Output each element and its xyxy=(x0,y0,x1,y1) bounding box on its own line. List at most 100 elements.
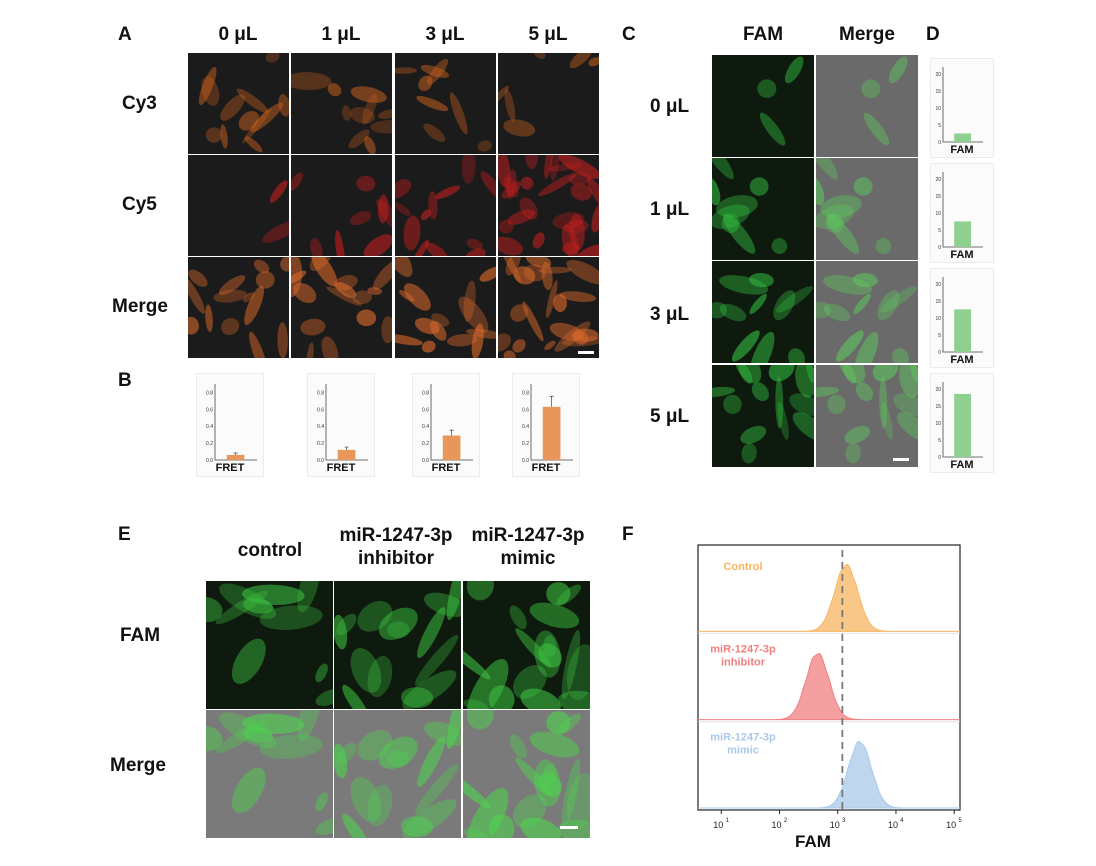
micrograph-a-r1-c3 xyxy=(498,155,599,256)
column-label-5ul: 5 μL xyxy=(528,24,568,45)
column-label-control: control xyxy=(206,539,334,562)
fret-ytick-3-3: 0.6 xyxy=(522,407,529,413)
column-label-merge: Merge xyxy=(839,24,895,45)
row-label-c-5ul: 5 μL xyxy=(650,406,690,427)
column-label-fam: FAM xyxy=(742,24,784,45)
panel-label-d: D xyxy=(926,24,940,45)
panel-label-f: F xyxy=(622,524,634,545)
row-label-cy3: Cy3 xyxy=(122,93,157,114)
fam-ytick-0-1: 5 xyxy=(938,123,941,129)
x-axis-label: FAM xyxy=(795,832,831,850)
fam-chart-0: 0 5 10 15 20 FAM xyxy=(930,58,994,158)
micrograph-c-fam-r1 xyxy=(712,158,814,260)
fret-ytick-3-1: 0.2 xyxy=(522,441,529,447)
fret-bar-3 xyxy=(542,406,561,460)
fam-ytick-1-1: 5 xyxy=(938,228,941,234)
fret-ytick-3-4: 0.8 xyxy=(522,390,529,396)
x-tick-exponent-0: 1 xyxy=(726,818,730,824)
fret-bar-1 xyxy=(337,449,356,460)
micrograph-a-r1-c1 xyxy=(291,155,392,256)
fret-category-label-1: FRET xyxy=(326,462,356,474)
row-label-e-fam: FAM xyxy=(120,625,161,646)
panel-label-e: E xyxy=(118,524,131,545)
fam-category-label-0: FAM xyxy=(950,144,974,156)
column-label-3ul: 3 μL xyxy=(425,24,465,45)
micrograph-c-merge-r0 xyxy=(816,55,918,157)
micrograph-a-r0-c3 xyxy=(498,53,599,154)
fret-axes-1 xyxy=(325,384,368,461)
column-label-mimic-line-1: miR-1247-3p xyxy=(471,525,585,546)
panel-label-b: B xyxy=(118,370,132,391)
panel-label-a: A xyxy=(118,24,132,45)
fam-ytick-1-3: 15 xyxy=(935,194,941,200)
fret-ytick-1-1: 0.2 xyxy=(317,441,324,447)
fam-bar-3 xyxy=(954,393,971,457)
fam-ytick-3-3: 15 xyxy=(935,404,941,410)
x-tick-label-1: 10 xyxy=(772,820,782,830)
fret-ytick-1-3: 0.6 xyxy=(317,407,324,413)
fam-axes-0 xyxy=(942,67,983,143)
fam-ytick-3-0: 0 xyxy=(938,455,941,461)
x-tick-exponent-1: 2 xyxy=(784,818,788,824)
fam-chart-1: 0 5 10 15 20 FAM xyxy=(930,163,994,263)
x-tick-exponent-2: 3 xyxy=(842,818,846,824)
fam-ytick-1-0: 0 xyxy=(938,245,941,251)
fret-ytick-0-4: 0.8 xyxy=(206,390,213,396)
micrograph-a-r1-c0 xyxy=(188,155,289,256)
column-label-0ul: 0 μL xyxy=(218,24,258,45)
x-tick-label-3: 10 xyxy=(888,820,898,830)
fam-ytick-0-2: 10 xyxy=(935,106,941,112)
x-tick-label-4: 10 xyxy=(946,820,956,830)
fam-ytick-0-0: 0 xyxy=(938,140,941,146)
fret-ytick-2-4: 0.8 xyxy=(422,390,429,396)
column-label-1ul: 1 μL xyxy=(321,24,361,45)
fret-ytick-2-3: 0.6 xyxy=(422,407,429,413)
fam-ytick-3-1: 5 xyxy=(938,438,941,444)
fret-chart-1: 0.0 0.2 0.4 0.6 0.8 FRET xyxy=(307,373,375,477)
panel-label-c: C xyxy=(622,24,636,45)
micrograph-a-r0-c1 xyxy=(291,53,392,154)
fret-bar-0 xyxy=(226,454,245,460)
fam-category-label-3: FAM xyxy=(950,459,974,471)
fam-chart-2: 0 5 10 15 20 FAM xyxy=(930,268,994,368)
micrograph-c-fam-r3 xyxy=(712,365,814,467)
x-tick-exponent-4: 5 xyxy=(959,818,963,824)
fam-ytick-0-4: 20 xyxy=(935,72,941,78)
row-label-merge: Merge xyxy=(112,296,168,317)
fret-axes-0 xyxy=(214,384,257,461)
x-tick-label-2: 10 xyxy=(830,820,840,830)
fret-bar-2 xyxy=(442,435,461,460)
fam-ytick-2-0: 0 xyxy=(938,350,941,356)
micrograph-e-fam-c0 xyxy=(206,581,333,709)
fret-errorbar-1 xyxy=(344,446,349,450)
micrograph-c-fam-r2 xyxy=(712,261,814,363)
column-label-control-line: control xyxy=(237,540,303,561)
micrograph-a-r2-c2 xyxy=(395,257,496,358)
fam-category-label-1: FAM xyxy=(950,249,974,261)
fam-ytick-3-4: 20 xyxy=(935,387,941,393)
histogram-series-1 xyxy=(698,653,960,721)
fret-ytick-0-2: 0.4 xyxy=(206,424,213,430)
fret-errorbar-3 xyxy=(549,395,554,407)
fret-ytick-0-1: 0.2 xyxy=(206,441,213,447)
fret-ytick-2-1: 0.2 xyxy=(422,441,429,447)
micrograph-a-r2-c1 xyxy=(291,257,392,358)
series-label-0-0: Control xyxy=(723,561,762,573)
fret-errorbar-2 xyxy=(449,429,454,436)
fam-ytick-0-3: 15 xyxy=(935,89,941,95)
fam-ytick-2-1: 5 xyxy=(938,333,941,339)
fam-bar-1 xyxy=(954,221,971,247)
fam-bar-0 xyxy=(954,133,971,142)
micrograph-a-r2-c0 xyxy=(188,257,289,358)
flow-histogram: ControlmiR-1247-3pinhibitormiR-1247-3pmi… xyxy=(697,544,963,850)
micrograph-c-merge-r3 xyxy=(816,365,918,467)
micrograph-e-merge-c0 xyxy=(206,710,333,838)
fam-category-label-2: FAM xyxy=(950,354,974,366)
x-tick-label-0: 10 xyxy=(713,820,723,830)
column-label-mimic: miR-1247-3p mimic xyxy=(460,524,596,570)
fam-ytick-2-3: 15 xyxy=(935,299,941,305)
scale-bar-a xyxy=(578,351,594,354)
fret-category-label-2: FRET xyxy=(431,462,461,474)
micrograph-c-fam-r0 xyxy=(712,55,814,157)
fam-ytick-3-2: 10 xyxy=(935,421,941,427)
